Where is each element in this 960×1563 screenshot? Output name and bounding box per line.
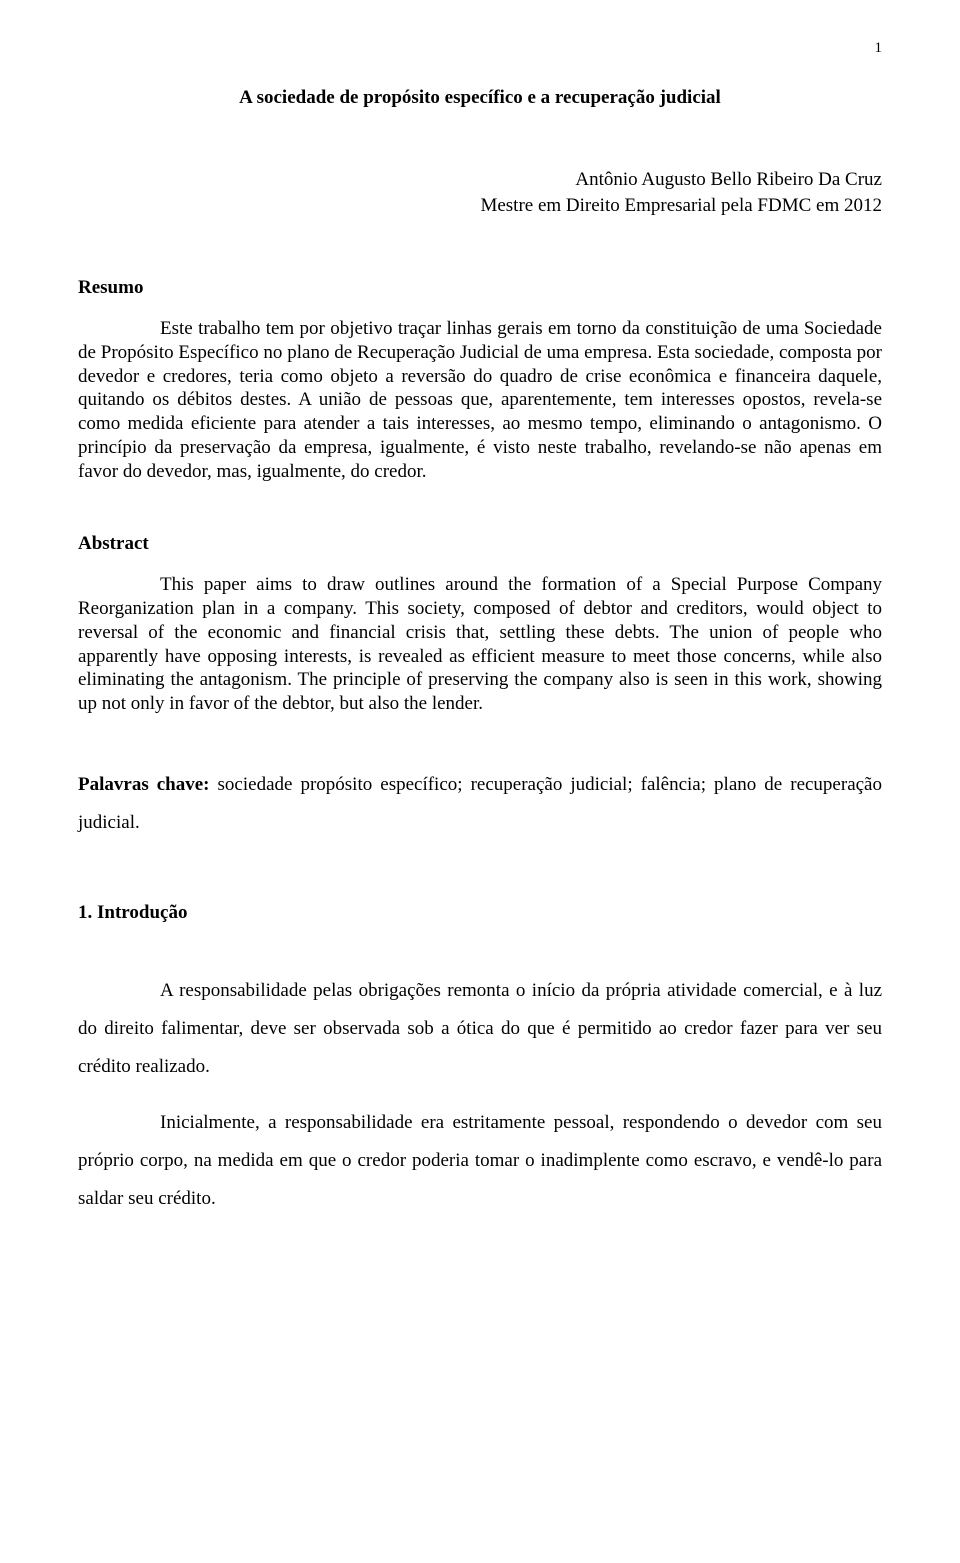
keywords-label: Palavras chave: (78, 774, 210, 795)
abstract-text: This paper aims to draw outlines around … (78, 573, 882, 716)
author-subtitle: Mestre em Direito Empresarial pela FDMC … (78, 195, 882, 217)
abstract-heading: Abstract (78, 533, 882, 555)
paper-title: A sociedade de propósito específico e a … (78, 87, 882, 109)
resumo-heading: Resumo (78, 277, 882, 299)
introduction-heading: 1. Introdução (78, 902, 882, 924)
introduction-para-2: Inicialmente, a responsabilidade era est… (78, 1104, 882, 1218)
keywords-block: Palavras chave: sociedade propósito espe… (78, 766, 882, 842)
author-name: Antônio Augusto Bello Ribeiro Da Cruz (78, 169, 882, 191)
introduction-para-1: A responsabilidade pelas obrigações remo… (78, 972, 882, 1086)
resumo-text: Este trabalho tem por objetivo traçar li… (78, 317, 882, 483)
page-number: 1 (78, 40, 882, 57)
